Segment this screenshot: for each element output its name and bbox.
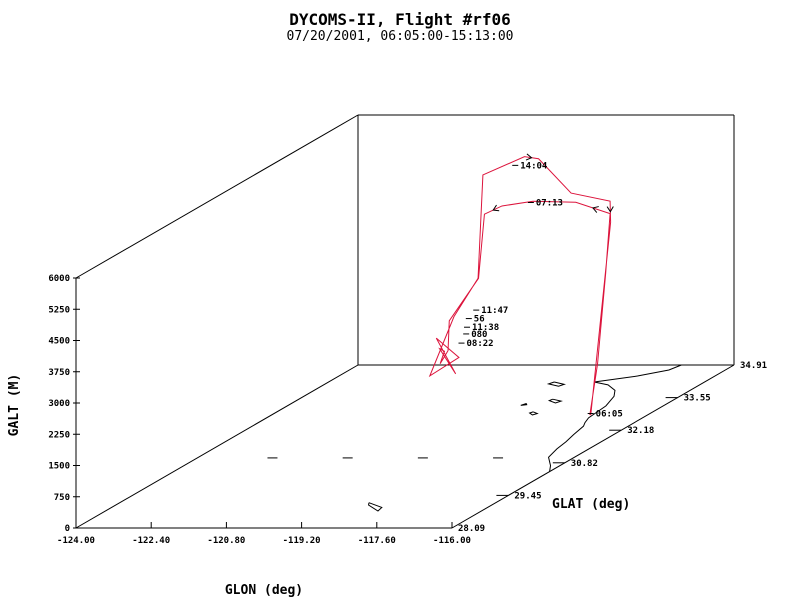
x-tick-label: -116.00 <box>433 536 471 546</box>
axis-ticks: -124.00 -122.40 -120.80 -119.20 -117.60 -116.… <box>48 274 767 546</box>
direction-arrow <box>492 204 500 212</box>
x-tick-label: -122.40 <box>132 536 170 546</box>
x-tick-label: -119.20 <box>283 536 321 546</box>
annotation-label: 56 <box>474 315 485 325</box>
z-tick-label: 1500 <box>48 462 70 472</box>
z-axis-label: GALT (M) <box>7 374 22 437</box>
flight-track-line <box>428 156 612 416</box>
island-outline <box>546 381 567 387</box>
y-tick-label: 33.55 <box>684 394 711 404</box>
island-outline <box>547 398 563 404</box>
y-tick-label: 29.45 <box>514 491 541 501</box>
annotation-label: 080 <box>471 330 487 340</box>
island-outline <box>368 502 383 512</box>
coastline <box>368 364 682 512</box>
y-axis-back-line <box>75 364 359 529</box>
direction-arrow <box>525 153 533 161</box>
annotation-label: 11:47 <box>481 306 508 316</box>
y-axis-line <box>451 364 735 529</box>
annotation-label: 07:13 <box>536 199 563 209</box>
x-tick-label: -117.60 <box>358 536 396 546</box>
z-tick-label: 3750 <box>48 368 70 378</box>
z-tick-label: 6000 <box>48 274 70 284</box>
annotation-label: 06:05 <box>596 410 623 420</box>
z-tick-label: 2250 <box>48 430 70 440</box>
plot-box <box>75 114 735 529</box>
top-left-edge <box>75 114 359 279</box>
z-tick-label: 4500 <box>48 337 70 347</box>
z-tick-label: 5250 <box>48 305 70 315</box>
y-tick-label: 34.91 <box>740 361 767 371</box>
chart-subtitle: 07/20/2001, 06:05:00-15:13:00 <box>287 29 514 44</box>
island-outline <box>528 411 539 416</box>
z-tick-label: 0 <box>65 524 70 534</box>
island-outline <box>520 403 528 406</box>
direction-arrow <box>592 206 599 213</box>
flight-track <box>428 153 614 416</box>
z-tick-label: 3000 <box>48 399 70 409</box>
y-tick-label: 28.09 <box>458 524 485 534</box>
chart-title: DYCOMS-II, Flight #rf06 <box>289 10 511 29</box>
y-tick-label: 32.18 <box>627 426 654 436</box>
x-tick-label: -120.80 <box>207 536 245 546</box>
mainland-coast <box>547 364 682 472</box>
y-axis-label: GLAT (deg) <box>552 497 630 512</box>
z-tick-label: 750 <box>54 493 70 503</box>
direction-arrow <box>606 206 614 213</box>
annotation-label: 14:04 <box>520 161 548 171</box>
y-tick-label: 30.82 <box>571 459 598 469</box>
annotation-label: 08:22 <box>466 339 493 349</box>
x-tick-label: -124.00 <box>57 536 95 546</box>
x-axis-label: GLON (deg) <box>225 583 303 598</box>
annotation-label: 11:38 <box>472 323 499 333</box>
